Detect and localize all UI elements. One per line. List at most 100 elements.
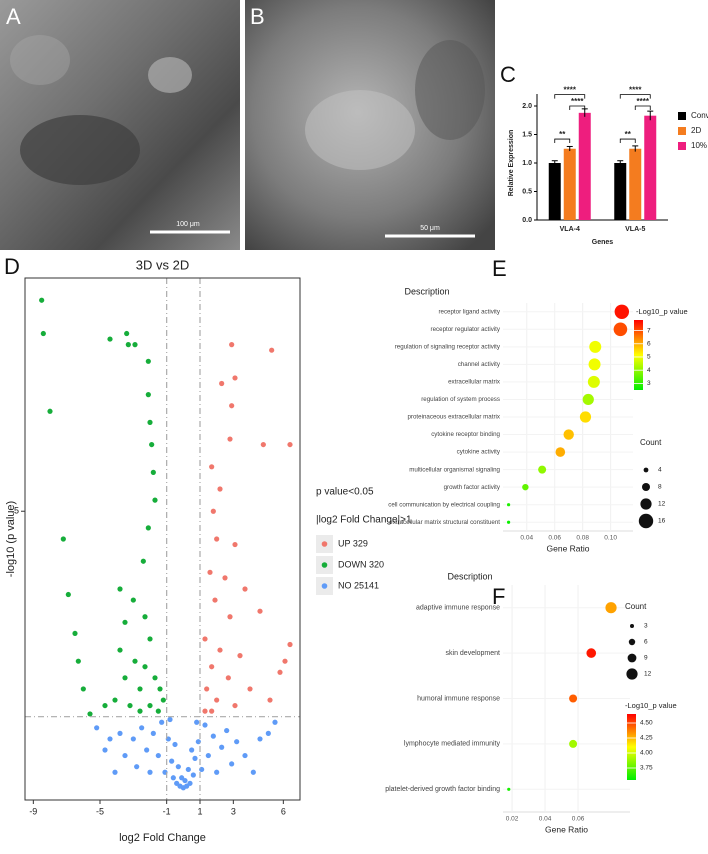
- category-label: platelet-derived growth factor binding: [385, 786, 500, 793]
- point: [229, 403, 235, 409]
- point: [242, 586, 248, 592]
- dot: [586, 648, 597, 658]
- point: [65, 591, 71, 598]
- legend-title: |log2 Fold Change|>1: [316, 515, 412, 526]
- plot-border: [24, 277, 301, 801]
- point: [247, 686, 253, 692]
- point: [145, 358, 151, 364]
- size-legend-dot: [638, 513, 654, 529]
- bar: [629, 148, 642, 220]
- legend-swatch: [678, 142, 686, 150]
- point: [145, 525, 151, 531]
- point: [157, 686, 163, 692]
- significance-label: ****: [637, 97, 650, 106]
- dot: [613, 322, 628, 337]
- x-tick-label: 0.08: [576, 535, 589, 542]
- colorbar-label: 6: [647, 340, 651, 347]
- point: [209, 664, 215, 670]
- dot: [589, 340, 602, 353]
- legend-swatch: [321, 541, 328, 547]
- point: [227, 436, 233, 442]
- size-legend-label: 6: [644, 639, 648, 646]
- point: [170, 775, 176, 781]
- point: [202, 722, 208, 728]
- point: [117, 647, 123, 653]
- sem-image-a: 100 μm: [0, 0, 240, 250]
- error-bar: [647, 110, 654, 121]
- point: [229, 342, 235, 348]
- category-label: lymphocyte mediated immunity: [404, 741, 501, 748]
- point: [214, 536, 220, 542]
- point: [237, 653, 243, 659]
- colorbar-label: 7: [647, 327, 651, 334]
- point: [265, 730, 271, 736]
- point: [210, 508, 216, 514]
- chart-title: 3D vs 2D: [136, 257, 189, 272]
- error-bar: [617, 160, 624, 166]
- significance-label: ****: [571, 97, 584, 106]
- point: [217, 647, 223, 653]
- point: [127, 702, 133, 709]
- point: [267, 697, 273, 703]
- point: [122, 619, 128, 625]
- dot: [587, 375, 600, 388]
- point: [210, 733, 216, 739]
- panel-label: F: [492, 584, 505, 609]
- category-label: adaptive immune response: [416, 605, 500, 612]
- size-legend-label: 8: [658, 484, 662, 491]
- point: [152, 675, 158, 681]
- legend-label: 2D: [691, 126, 701, 135]
- point: [224, 727, 230, 734]
- size-legend-dot: [626, 668, 638, 680]
- x-tick-label: 6: [281, 806, 286, 816]
- legend-swatch: [321, 562, 328, 568]
- x-tick-label: 3: [231, 806, 236, 816]
- x-tick-label: 0.10: [604, 535, 617, 542]
- point: [204, 686, 210, 692]
- bar: [644, 115, 657, 220]
- x-tick-label: 0.02: [506, 816, 519, 823]
- dot: [506, 503, 511, 507]
- point: [160, 697, 166, 703]
- dot: [569, 739, 578, 748]
- panel-label: D: [4, 254, 20, 279]
- x-tick-label: VLA-4: [560, 226, 580, 233]
- point: [155, 752, 161, 759]
- category-label: proteinaceous extracellular matrix: [407, 414, 500, 421]
- point: [225, 675, 231, 681]
- legend-title: p value<0.05: [316, 487, 374, 498]
- point: [169, 758, 175, 764]
- colorbar-label: 4: [647, 367, 651, 374]
- size-legend-dot: [630, 624, 634, 628]
- point: [269, 347, 275, 353]
- category-label: regulation of signaling receptor activit…: [395, 343, 501, 350]
- point: [277, 669, 283, 675]
- x-axis-label: Gene Ratio: [547, 543, 590, 553]
- x-axis-label: Genes: [592, 239, 614, 246]
- significance-bracket: [554, 94, 586, 99]
- dot: [569, 694, 578, 703]
- point: [155, 708, 161, 714]
- point: [112, 769, 118, 775]
- colorbar-label: 3.75: [640, 765, 653, 772]
- point: [102, 747, 108, 753]
- y-tick-label: 5: [14, 506, 19, 516]
- point: [194, 719, 200, 725]
- point: [272, 719, 278, 725]
- legend-label: NO 25141: [338, 580, 379, 590]
- chart-title: Description: [447, 571, 492, 581]
- dot: [588, 358, 601, 371]
- point: [187, 780, 193, 786]
- point: [122, 675, 128, 681]
- point: [212, 597, 218, 603]
- x-tick-label: 0.06: [572, 816, 585, 823]
- category-label: cytokine receptor binding: [431, 431, 500, 438]
- significance-label: **: [625, 130, 632, 139]
- point: [150, 730, 156, 736]
- point: [94, 725, 100, 731]
- point: [209, 464, 215, 470]
- point: [214, 697, 220, 703]
- point: [102, 702, 108, 709]
- point: [195, 739, 201, 745]
- point: [167, 716, 173, 723]
